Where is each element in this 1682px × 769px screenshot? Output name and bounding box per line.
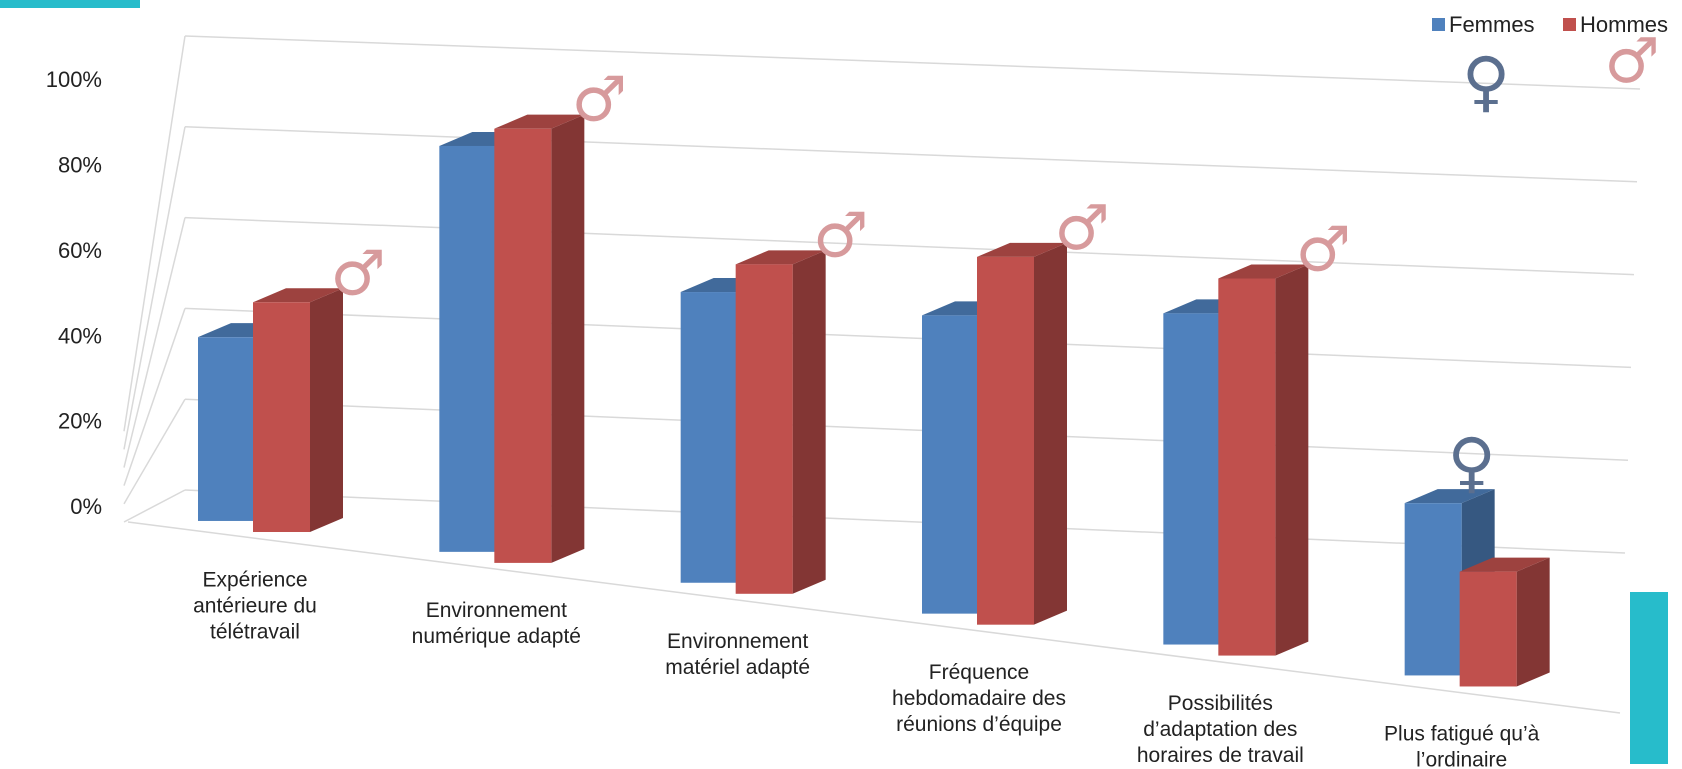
gridline	[184, 35, 1641, 90]
bar-side-hommes	[792, 250, 826, 594]
category-label: Fréquence hebdomadaire des réunions d’équi…	[892, 661, 1066, 736]
male-symbol-icon: ♂	[1054, 191, 1110, 264]
floor-edge	[127, 521, 1621, 714]
legend-swatch-hommes	[1563, 18, 1576, 31]
legend-label-hommes: Hommes	[1580, 12, 1668, 37]
bar-femmes	[680, 292, 738, 583]
accent-tab-top-left	[0, 0, 140, 8]
bars	[198, 114, 1550, 687]
gridline-side	[123, 126, 186, 450]
gridline	[184, 126, 1638, 183]
bar-femmes	[198, 337, 255, 521]
bar-top-hommes	[977, 242, 1067, 257]
y-tick-label: 100%	[46, 67, 102, 92]
bar-hommes	[1218, 278, 1276, 656]
grid-lines	[123, 35, 1641, 714]
gridline-side	[123, 398, 186, 505]
y-tick-label: 60%	[58, 238, 102, 263]
gridline	[184, 216, 1635, 276]
legend-swatch-femmes	[1432, 18, 1445, 31]
bar-hommes	[977, 256, 1034, 625]
bar-femmes	[1404, 503, 1462, 676]
gridline-side	[123, 308, 186, 486]
bar-top-hommes	[253, 288, 343, 303]
y-axis-labels: 0% 20% 40% 60% 80% 100%	[46, 67, 102, 519]
bar-hommes	[1459, 571, 1517, 687]
bar-top-hommes	[1218, 264, 1309, 279]
bar-side-hommes	[310, 288, 343, 533]
gridline	[184, 398, 1629, 461]
male-symbol-icon: ♂	[330, 236, 386, 309]
gridline-side	[123, 489, 186, 523]
legend: Femmes Hommes	[1432, 12, 1668, 37]
category-label: Expérience antérieure du télétravail	[193, 568, 317, 643]
gridline-side	[123, 35, 186, 432]
bar-side-hommes	[551, 114, 585, 563]
category-label: Possibilités d’adaptation des horaires de …	[1137, 692, 1304, 767]
bar-femmes	[439, 145, 497, 552]
bar-top-hommes	[735, 250, 826, 265]
bar-femmes	[1163, 313, 1221, 645]
bar-top-femmes	[1404, 489, 1495, 504]
bar-hommes	[494, 128, 552, 563]
y-tick-label: 80%	[58, 153, 102, 178]
category-label: Environnement numérique adapté	[412, 599, 581, 648]
gridline-side	[123, 217, 186, 468]
accent-bar-right	[1630, 592, 1668, 764]
category-label: Plus fatigué qu’à l’ordinaire	[1384, 723, 1540, 769]
y-tick-label: 40%	[58, 323, 102, 348]
bar-top-hommes	[1459, 557, 1550, 572]
y-tick-label: 20%	[58, 409, 102, 434]
male-symbol-icon: ♂	[813, 198, 869, 271]
female-symbol-icon: ♀	[1447, 424, 1495, 501]
bar-hommes	[735, 264, 793, 594]
male-symbol-icon: ♂	[1296, 212, 1352, 285]
bar-side-hommes	[1275, 264, 1309, 656]
gender-symbols: ♂ ♂ ♂ ♂ ♂ ♀ ♀ ♂	[330, 24, 1660, 501]
category-label: Environnement matériel adapté	[665, 630, 810, 679]
bar-top-hommes	[494, 114, 585, 129]
gridline	[184, 489, 1626, 554]
y-tick-label: 0%	[70, 494, 102, 519]
male-symbol-icon: ♂	[572, 63, 628, 136]
female-symbol-icon: ♀	[1462, 43, 1510, 120]
gridline	[184, 307, 1632, 369]
legend-label-femmes: Femmes	[1449, 12, 1535, 37]
male-symbol-icon: ♂	[1604, 24, 1660, 97]
bar-femmes	[922, 315, 979, 614]
bar-side-hommes	[1034, 242, 1067, 625]
bar-hommes	[253, 302, 310, 533]
category-labels: Expérience antérieure du télétravail Enviro…	[193, 568, 1540, 769]
bar-side-hommes	[1516, 557, 1550, 687]
